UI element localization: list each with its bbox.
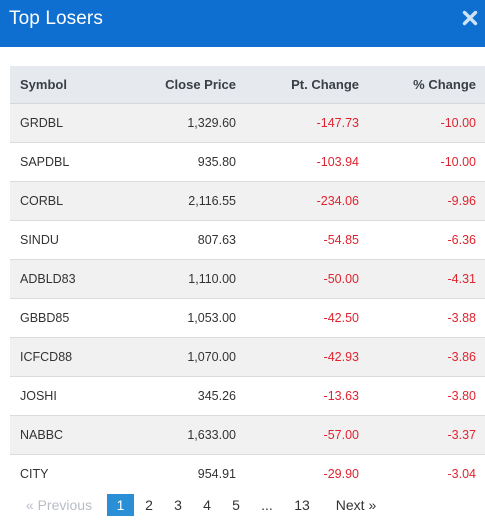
cell-close-price: 807.63	[100, 220, 236, 260]
cell-close-price: 1,053.00	[100, 298, 236, 338]
cell-symbol: SAPDBL	[10, 142, 100, 182]
cell-symbol: SINDU	[10, 220, 100, 260]
cell-symbol: ADBLD83	[10, 259, 100, 299]
pagination-page-1[interactable]: 1	[107, 494, 134, 516]
pagination-page-4[interactable]: 4	[203, 497, 211, 513]
cell-pct-change: -3.04	[447, 466, 477, 481]
cell-pt-change: -50.00	[236, 259, 359, 299]
pagination-previous-button[interactable]: « Previous	[25, 497, 93, 513]
pagination-page-2[interactable]: 2	[145, 497, 153, 513]
modal-header: Top Losers	[0, 0, 485, 47]
table-row[interactable]: ADBLD83 1,110.00 -50.00 -4.31	[10, 259, 485, 299]
cell-close-price: 1,070.00	[100, 337, 236, 377]
modal-title: Top Losers	[9, 8, 103, 29]
cell-pt-change: -57.00	[236, 415, 359, 455]
close-button[interactable]	[461, 9, 479, 27]
cell-pt-change: -42.50	[236, 298, 359, 338]
cell-close-price: 2,116.55	[100, 181, 236, 221]
table-row[interactable]: GBBD85 1,053.00 -42.50 -3.88	[10, 298, 485, 338]
table-row[interactable]: ICFCD88 1,070.00 -42.93 -3.86	[10, 337, 485, 377]
table-header-row: Symbol Close Price Pt. Change % Change	[10, 66, 485, 104]
cell-close-price: 345.26	[100, 376, 236, 416]
close-icon	[462, 10, 478, 26]
pagination-ellipsis: ...	[261, 497, 273, 513]
cell-symbol: GBBD85	[10, 298, 100, 338]
cell-pct-change: -3.80	[359, 376, 485, 416]
cell-pct-change: -3.37	[359, 415, 485, 455]
cell-symbol: JOSHI	[10, 376, 100, 416]
cell-close-price: 1,110.00	[100, 259, 236, 299]
cell-pct-change: -10.00	[359, 142, 485, 182]
cell-pct-change: -10.00	[359, 103, 485, 143]
table-row[interactable]: GRDBL 1,329.60 -147.73 -10.00	[10, 103, 485, 143]
cell-pt-change: -42.93	[236, 337, 359, 377]
cell-close-price: 954.91	[197, 466, 236, 481]
losers-table-wrapper: Symbol Close Price Pt. Change % Change G…	[10, 66, 485, 493]
column-header-symbol[interactable]: Symbol	[10, 66, 100, 104]
cell-pct-change: -9.96	[359, 181, 485, 221]
table-row[interactable]: CORBL 2,116.55 -234.06 -9.96	[10, 181, 485, 221]
losers-table: Symbol Close Price Pt. Change % Change G…	[10, 66, 485, 493]
cell-pt-change: -13.63	[236, 376, 359, 416]
cell-symbol: CORBL	[10, 181, 100, 221]
cell-pct-change: -4.31	[359, 259, 485, 299]
cell-close-price: 1,329.60	[100, 103, 236, 143]
cell-symbol: ICFCD88	[10, 337, 100, 377]
cell-pt-change: -29.90	[323, 466, 359, 481]
cell-pt-change: -54.85	[236, 220, 359, 260]
cell-close-price: 1,633.00	[100, 415, 236, 455]
cell-pt-change: -234.06	[236, 181, 359, 221]
table-row[interactable]: JOSHI 345.26 -13.63 -3.80	[10, 376, 485, 416]
cell-pct-change: -3.86	[359, 337, 485, 377]
cell-symbol: CITY	[20, 466, 49, 481]
cell-symbol: GRDBL	[10, 103, 100, 143]
pagination: « Previous 1 2 3 4 5 ... 13 Next »	[10, 494, 476, 516]
cell-pt-change: -147.73	[236, 103, 359, 143]
table-row[interactable]: SINDU 807.63 -54.85 -6.36	[10, 220, 485, 260]
cell-pt-change: -103.94	[236, 142, 359, 182]
table-row[interactable]: CITY 954.91 -29.90 -3.04	[10, 454, 485, 493]
table-row[interactable]: SAPDBL 935.80 -103.94 -10.00	[10, 142, 485, 182]
pagination-page-5[interactable]: 5	[232, 497, 240, 513]
cell-pct-change: -3.88	[359, 298, 485, 338]
cell-pct-change: -6.36	[359, 220, 485, 260]
cell-close-price: 935.80	[100, 142, 236, 182]
pagination-page-3[interactable]: 3	[174, 497, 182, 513]
cell-symbol: NABBC	[10, 415, 100, 455]
pagination-page-13[interactable]: 13	[294, 497, 310, 513]
pagination-next-button[interactable]: Next »	[335, 497, 377, 513]
column-header-pt-change[interactable]: Pt. Change	[236, 66, 359, 104]
column-header-close-price[interactable]: Close Price	[100, 66, 236, 104]
table-row[interactable]: NABBC 1,633.00 -57.00 -3.37	[10, 415, 485, 455]
column-header-pct-change[interactable]: % Change	[359, 66, 485, 104]
